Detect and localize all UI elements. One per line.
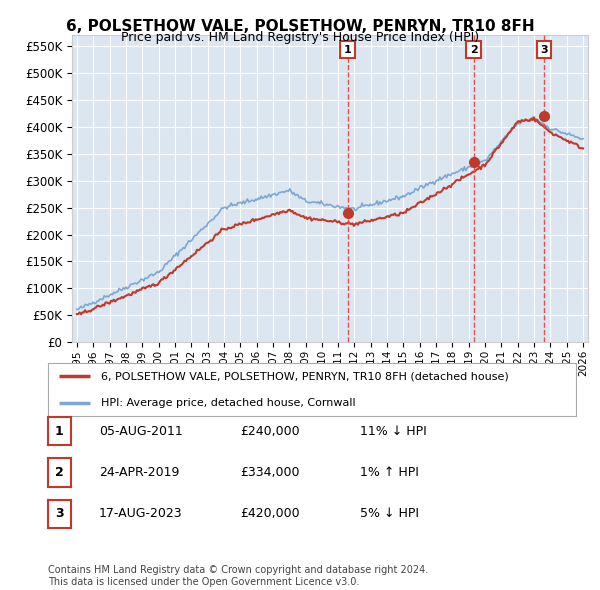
Text: 3: 3 bbox=[55, 507, 64, 520]
Text: £334,000: £334,000 bbox=[240, 466, 299, 479]
Text: 11% ↓ HPI: 11% ↓ HPI bbox=[360, 425, 427, 438]
Text: £420,000: £420,000 bbox=[240, 507, 299, 520]
Text: 3: 3 bbox=[541, 45, 548, 55]
Text: 05-AUG-2011: 05-AUG-2011 bbox=[99, 425, 183, 438]
Text: £240,000: £240,000 bbox=[240, 425, 299, 438]
Text: 24-APR-2019: 24-APR-2019 bbox=[99, 466, 179, 479]
Text: 1: 1 bbox=[55, 425, 64, 438]
Text: 1: 1 bbox=[344, 45, 352, 55]
Text: 6, POLSETHOW VALE, POLSETHOW, PENRYN, TR10 8FH: 6, POLSETHOW VALE, POLSETHOW, PENRYN, TR… bbox=[65, 19, 535, 34]
Text: 1% ↑ HPI: 1% ↑ HPI bbox=[360, 466, 419, 479]
Text: 5% ↓ HPI: 5% ↓ HPI bbox=[360, 507, 419, 520]
Text: HPI: Average price, detached house, Cornwall: HPI: Average price, detached house, Corn… bbox=[101, 398, 355, 408]
Text: 6, POLSETHOW VALE, POLSETHOW, PENRYN, TR10 8FH (detached house): 6, POLSETHOW VALE, POLSETHOW, PENRYN, TR… bbox=[101, 371, 509, 381]
Text: 2: 2 bbox=[55, 466, 64, 479]
Text: 17-AUG-2023: 17-AUG-2023 bbox=[99, 507, 182, 520]
Text: Contains HM Land Registry data © Crown copyright and database right 2024.
This d: Contains HM Land Registry data © Crown c… bbox=[48, 565, 428, 587]
Text: 2: 2 bbox=[470, 45, 478, 55]
Text: Price paid vs. HM Land Registry's House Price Index (HPI): Price paid vs. HM Land Registry's House … bbox=[121, 31, 479, 44]
